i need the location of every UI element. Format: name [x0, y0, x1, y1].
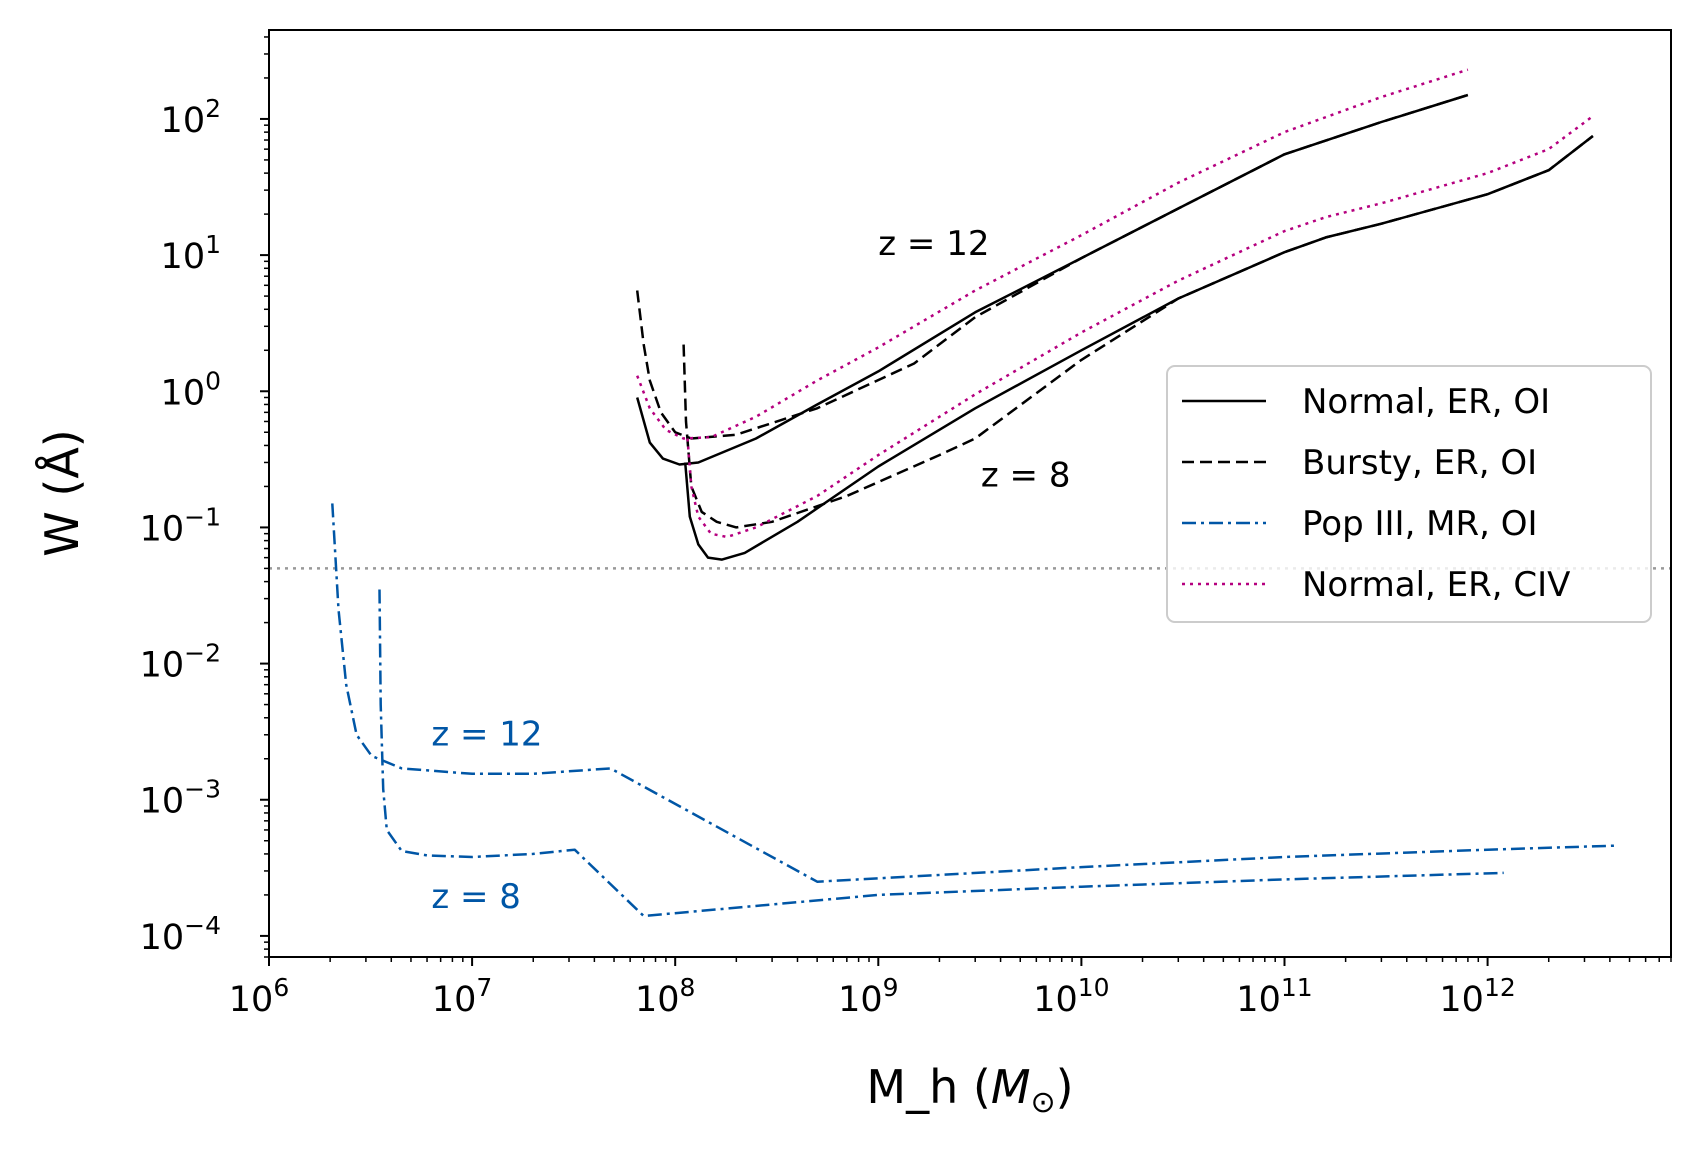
- y-tick-label: 10−4: [140, 911, 221, 958]
- series-line-7: [331, 503, 1615, 883]
- y-tick-label: 10−3: [140, 775, 221, 822]
- series-layer: [331, 68, 1615, 918]
- x-tick-label: 107: [432, 973, 492, 1020]
- x-axis-label-text: M_h (: [866, 1060, 990, 1114]
- y-tick-label: 10−1: [140, 502, 221, 549]
- x-tick-label: 106: [229, 973, 289, 1020]
- redshift-annotation: z = 8: [431, 877, 521, 917]
- redshift-annotation: z = 12: [878, 224, 989, 264]
- x-tick-label: 108: [635, 973, 695, 1020]
- x-tick-label: 109: [838, 973, 898, 1020]
- legend-label: Normal, ER, CIV: [1302, 565, 1570, 605]
- y-axis-label: W (Å): [35, 429, 89, 556]
- series-line-8: [378, 589, 1504, 918]
- plot-area: [268, 29, 1672, 958]
- series-line-2: [635, 93, 1469, 440]
- series-line-3: [636, 68, 1469, 440]
- legend-label: Pop III, MR, OI: [1302, 504, 1538, 544]
- legend-label: Normal, ER, OI: [1302, 382, 1550, 422]
- annotations-layer: z = 12 z = 8 z = 12 z = 8: [431, 224, 1070, 917]
- x-axis-label-sub: ⊙: [1031, 1085, 1056, 1120]
- y-tick-label: 101: [161, 230, 221, 277]
- x-axis-label-close: ): [1056, 1060, 1074, 1114]
- x-tick-label: 1010: [1033, 973, 1109, 1020]
- y-tick-label: 100: [161, 366, 221, 413]
- x-tick-label: 1012: [1439, 973, 1515, 1020]
- redshift-annotation: z = 8: [981, 455, 1071, 495]
- legend-box: [1166, 365, 1652, 623]
- series-line-5: [682, 135, 1594, 529]
- y-tick-label: 102: [161, 94, 221, 141]
- legend-label: Bursty, ER, OI: [1302, 443, 1537, 483]
- legend-entries: Normal, ER, OI Bursty, ER, OI Pop III, MR,…: [1182, 382, 1570, 605]
- redshift-annotation: z = 12: [431, 715, 542, 755]
- y-tick-label: 10−2: [140, 639, 221, 686]
- x-tick-label: 1011: [1236, 973, 1312, 1020]
- plot-frame: [268, 29, 1672, 958]
- ticks-layer: 106 107 108 109 1010 1011 1012 10−4 10−3 10−2 10−1…: [140, 36, 1672, 1020]
- legend: Normal, ER, OI Bursty, ER, OI Pop III, MR,…: [1166, 365, 1652, 623]
- series-line-1: [635, 93, 1469, 466]
- x-axis-label: M_h (M⊙): [866, 1060, 1073, 1120]
- x-axis-label-unit: M: [991, 1060, 1031, 1114]
